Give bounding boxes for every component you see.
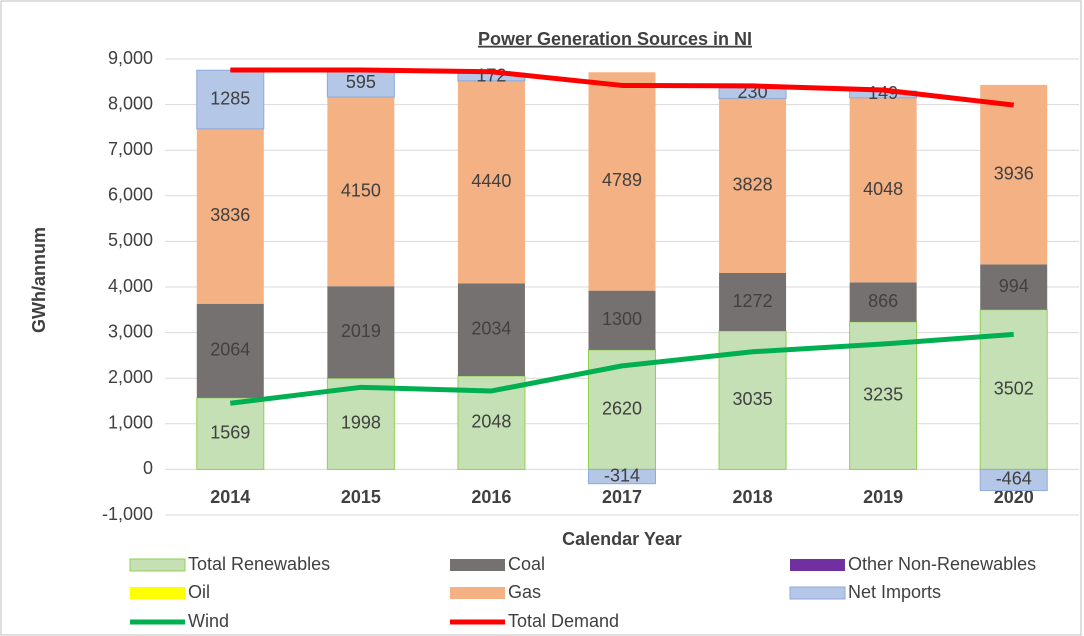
- data-label: 1300: [602, 309, 642, 329]
- y-axis-title: GWh/annum: [29, 227, 49, 333]
- bar-segment: [327, 96, 395, 287]
- y-tick-label: 6,000: [108, 185, 153, 205]
- x-tick-label: 2018: [733, 487, 773, 507]
- data-label: 4150: [341, 180, 381, 200]
- data-label: 595: [346, 72, 376, 92]
- y-tick-label: -1,000: [102, 504, 153, 524]
- bar-segment: [327, 286, 395, 379]
- data-label: 2620: [602, 398, 642, 418]
- legend-label: Gas: [508, 582, 541, 602]
- bar-segment: [196, 128, 264, 304]
- data-label: 4048: [863, 179, 903, 199]
- legend-swatch: [450, 559, 505, 571]
- y-tick-label: 3,000: [108, 321, 153, 341]
- x-tick-label: 2017: [602, 487, 642, 507]
- bar-segment: [588, 290, 656, 350]
- y-tick-label: 0: [143, 458, 153, 478]
- legend-label: Other Non-Renewables: [848, 554, 1036, 574]
- bar-segment: [849, 282, 917, 322]
- data-label: 3836: [210, 205, 250, 225]
- data-label: 4789: [602, 170, 642, 190]
- data-label: 1569: [210, 422, 250, 442]
- legend-swatch: [130, 587, 185, 599]
- legend-swatch: [129, 558, 186, 572]
- bar-segment: [588, 72, 656, 291]
- y-tick-label: 7,000: [108, 139, 153, 159]
- data-label: 994: [999, 276, 1029, 296]
- line-series: [230, 67, 1014, 108]
- legend-label: Total Demand: [508, 611, 619, 631]
- bar-segment: [588, 468, 656, 485]
- y-tick-label: 5,000: [108, 230, 153, 250]
- y-tick-label: 1,000: [108, 413, 153, 433]
- data-label: 3035: [733, 389, 773, 409]
- legend-swatch: [450, 587, 505, 599]
- data-label: 1272: [733, 291, 773, 311]
- data-label: 3235: [863, 384, 903, 404]
- legend-label: Wind: [188, 611, 229, 631]
- y-tick-label: 9,000: [108, 48, 153, 68]
- data-label: 866: [868, 291, 898, 311]
- x-tick-label: 2019: [863, 487, 903, 507]
- legend-swatch: [790, 559, 845, 571]
- bar-segment: [980, 84, 1048, 265]
- data-label: 3828: [733, 174, 773, 194]
- bar-segment: [979, 468, 1048, 492]
- data-label: -464: [996, 469, 1032, 489]
- bar-segment: [196, 303, 264, 398]
- data-label: 3936: [994, 163, 1034, 183]
- data-label: 1998: [341, 413, 381, 433]
- bar-segment: [457, 80, 525, 284]
- legend-label: Total Renewables: [188, 554, 330, 574]
- x-tick-label: 2015: [341, 487, 381, 507]
- data-label: 3502: [994, 378, 1034, 398]
- data-label: 4440: [471, 171, 511, 191]
- bar-segment: [719, 98, 787, 274]
- legend-label: Coal: [508, 554, 545, 574]
- legend-swatch: [789, 586, 846, 600]
- data-label: -314: [604, 465, 640, 485]
- data-label: 2048: [471, 411, 511, 431]
- x-tick-label: 2020: [994, 487, 1034, 507]
- data-label: 2019: [341, 321, 381, 341]
- legend-label: Oil: [188, 582, 210, 602]
- x-tick-label: 2016: [471, 487, 511, 507]
- bar-segment: [326, 69, 395, 98]
- bar-segment: [849, 97, 917, 283]
- x-tick-label: 2014: [210, 487, 250, 507]
- data-label: 2064: [210, 340, 250, 360]
- y-tick-label: 8,000: [108, 93, 153, 113]
- x-axis-title: Calendar Year: [562, 529, 682, 549]
- line-series: [229, 331, 1014, 406]
- y-tick-label: 4,000: [108, 276, 153, 296]
- y-tick-label: 2,000: [108, 367, 153, 387]
- bar-segment: [980, 264, 1048, 310]
- legend-label: Net Imports: [848, 582, 941, 602]
- chart-title: Power Generation Sources in NI: [478, 29, 752, 49]
- data-label: 2034: [471, 318, 511, 338]
- bar-segment: [326, 377, 395, 470]
- bar-segment: [196, 397, 265, 470]
- data-label: 1285: [210, 88, 250, 108]
- data-label: 172: [476, 66, 506, 86]
- bar-segment: [196, 69, 265, 130]
- bar-segment: [457, 283, 525, 377]
- bar-segment: [719, 273, 787, 332]
